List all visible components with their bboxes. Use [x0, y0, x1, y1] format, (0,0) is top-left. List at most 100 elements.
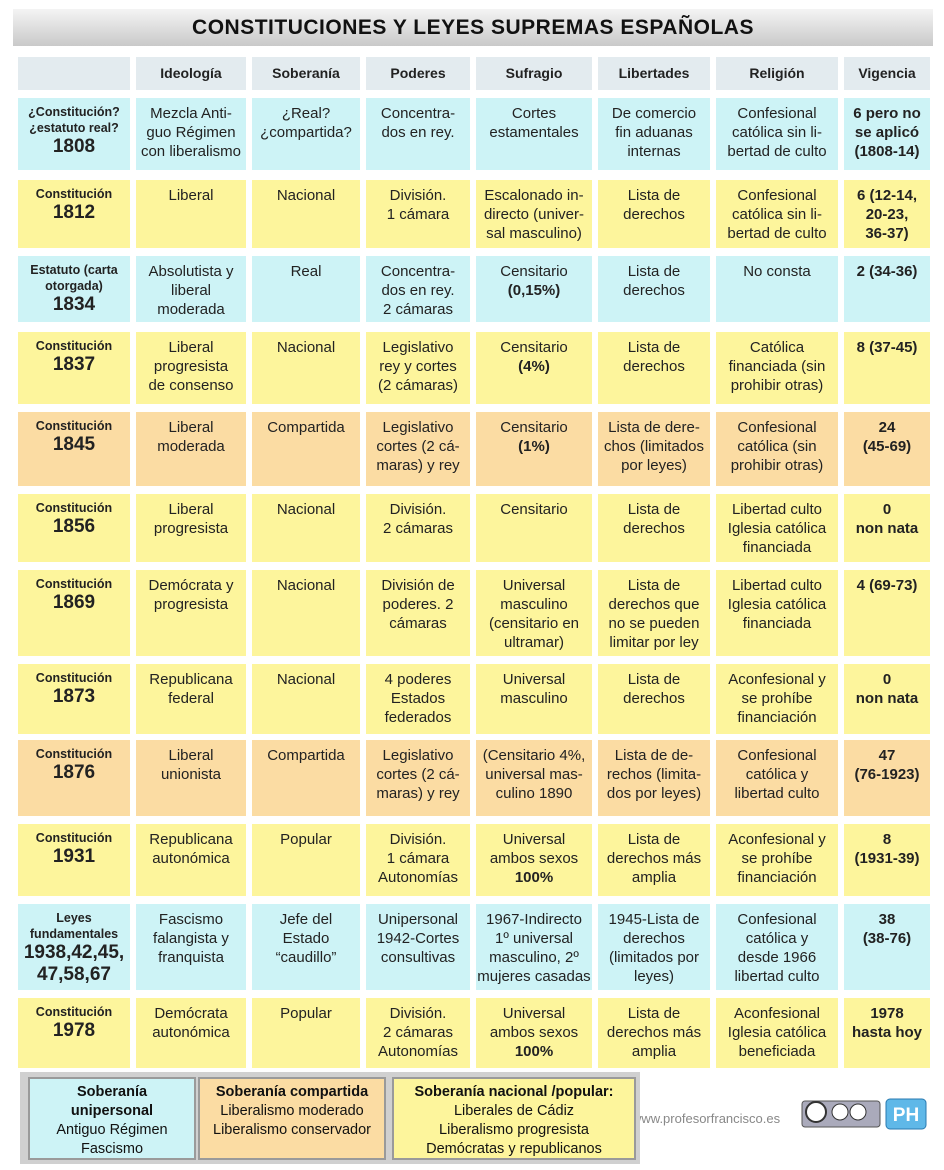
cell-line: (1808-14) — [854, 143, 920, 160]
cell-line: cámaras — [389, 615, 447, 632]
cell-line: ambos sexos — [489, 850, 579, 867]
table-cell: 38 (38-76) — [844, 904, 930, 990]
cell-line: católica (sin — [737, 438, 817, 455]
table-cell: Lista de derechos — [598, 256, 710, 322]
cell-line: sal masculino) — [486, 225, 582, 242]
cell-line: (limitados por — [608, 949, 700, 966]
cell-line: (4%) — [518, 358, 550, 375]
cell-line: Liberal — [168, 747, 214, 764]
cell-line: otorgada) — [45, 279, 103, 293]
cell-line: 8 (37-45) — [856, 339, 918, 356]
table-cell: 47 (76-1923) — [844, 740, 930, 816]
cell-line: ¿Constitución? — [28, 105, 120, 119]
cell-line: Liberal — [168, 419, 214, 436]
cell-line: División. — [389, 187, 447, 204]
table-cell: Confesional católica sin li-bertad de cul… — [716, 98, 838, 170]
cell-line: Universal — [502, 831, 566, 848]
cell-line: 1945-Lista de — [608, 911, 700, 928]
cell-line: Lista de — [627, 577, 681, 594]
cell-line: Lista de — [627, 501, 681, 518]
cell-line: Popular — [280, 831, 332, 848]
cell-line: non nata — [855, 520, 919, 537]
table-cell: Popular — [252, 998, 360, 1068]
table-cell: No consta — [716, 256, 838, 322]
table-cell: De comercio fin aduanas internas — [598, 98, 710, 170]
cell-line: financiación — [737, 869, 817, 886]
cell-line: (76-1923) — [854, 766, 920, 783]
cell-line: de consenso — [148, 377, 234, 394]
cell-line: Legislativo — [382, 419, 454, 436]
cell-line: directo (univer- — [483, 206, 585, 223]
cell-line: (0,15%) — [507, 282, 561, 299]
cell-line: católica sin li- — [731, 124, 823, 141]
table-cell: Nacional — [252, 664, 360, 734]
cell-line: guo Régimen — [146, 124, 236, 141]
table-cell: Lista de derechos — [598, 664, 710, 734]
legend-title: Soberanía — [76, 1084, 148, 1100]
cell-line: non nata — [855, 690, 919, 707]
cell-line: Nacional — [276, 577, 336, 594]
cell-line: 0 — [882, 671, 892, 688]
cell-line: Confesional — [737, 419, 817, 436]
cell-line: mujeres casadas — [477, 968, 591, 985]
cell-line: Nacional — [276, 501, 336, 518]
cell-line: 4 (69-73) — [856, 577, 918, 594]
cell-line: Iglesia católica — [727, 596, 827, 613]
table-cell: Universal masculino — [476, 664, 592, 734]
cell-line: Unipersonal — [377, 911, 459, 928]
table-cell: Lista de derechos — [598, 494, 710, 562]
cell-line: Fascismo — [158, 911, 224, 928]
cell-line: federal — [168, 690, 214, 707]
table-cell: Republicana autonómica — [136, 824, 246, 896]
cell-line: Republicana — [149, 831, 233, 848]
cell-line: derechos que — [608, 596, 700, 613]
cell-line: Estatuto (carta — [30, 263, 118, 277]
cell-line: maras) y rey — [376, 785, 460, 802]
cell-line: limitar por ley — [609, 634, 699, 651]
table-cell: Legislativo cortes (2 cá-maras) y rey — [366, 412, 470, 486]
cell-line: Censitario — [500, 419, 568, 436]
cell-line: 24 — [878, 419, 896, 436]
cell-line: Constitución — [35, 747, 113, 761]
table-cell: Nacional — [252, 570, 360, 656]
cell-line: (38-76) — [862, 930, 912, 947]
table-cell: Liberal — [136, 180, 246, 248]
cell-line: División. — [389, 1005, 447, 1022]
cell-line: 1942-Cortes — [376, 930, 460, 947]
cell-line: 38 — [878, 911, 896, 928]
cell-line: Demócrata y — [148, 577, 234, 594]
table-cell: Lista de derechos más amplia — [598, 824, 710, 896]
table-cell: Liberal progresista — [136, 494, 246, 562]
table-cell: Demócrata autonómica — [136, 998, 246, 1068]
title: CONSTITUCIONES Y LEYES SUPREMAS ESPAÑOLA… — [13, 9, 933, 46]
table-cell: ¿Real? ¿compartida? — [252, 98, 360, 170]
row-label: Constitución 1876 — [18, 740, 130, 816]
cell-line: Absolutista y — [148, 263, 234, 280]
cell-line: franquista — [158, 949, 224, 966]
table-cell: Libertad culto Iglesia católica financiada — [716, 494, 838, 562]
cell-line: 100% — [514, 869, 554, 886]
cell-line: 1834 — [52, 294, 96, 315]
table-cell: 0 non nata — [844, 494, 930, 562]
cell-line: No consta — [743, 263, 811, 280]
cell-line: Constitución — [35, 501, 113, 515]
cell-line: dos por leyes) — [606, 785, 702, 802]
cell-line: financiada (sin — [728, 358, 826, 375]
ph-logo — [885, 1098, 927, 1130]
cell-line: Escalonado in- — [484, 187, 584, 204]
cell-line: derechos — [623, 358, 685, 375]
cell-line: consultivas — [380, 949, 456, 966]
cell-line: 47 — [878, 747, 896, 764]
cell-line: prohibir otras) — [730, 377, 824, 394]
cell-line: División de — [381, 577, 455, 594]
table-cell: Nacional — [252, 494, 360, 562]
cell-line: Liberal — [168, 501, 214, 518]
column-header: Poderes — [366, 57, 470, 90]
column-header: Religión — [716, 57, 838, 90]
cell-line: libertad culto — [734, 785, 820, 802]
row-label: Leyes fundamentales 1938,42,45, 47,58,67 — [18, 904, 130, 990]
table-cell: Censitario (4%) — [476, 332, 592, 404]
cell-line: derechos — [623, 206, 685, 223]
cell-line: derechos — [623, 282, 685, 299]
legend-title: unipersonal — [70, 1103, 154, 1119]
